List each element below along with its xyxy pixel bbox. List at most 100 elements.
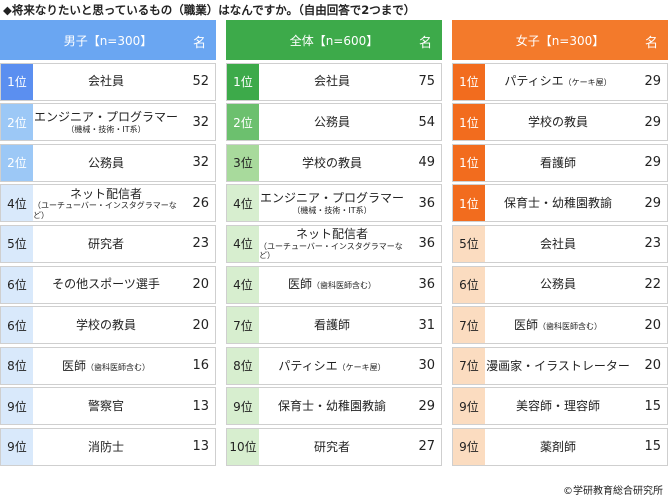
count: 49 <box>418 155 435 171</box>
name-cell: 公務員 <box>33 145 179 181</box>
occupation-note: （機械・技術・IT系） <box>292 205 372 215</box>
rank-cell: 8位 <box>227 347 259 384</box>
name-cell: 研究者 <box>259 429 405 465</box>
ranking-row: 10位 研究者 27 <box>226 427 442 466</box>
name-cell: 研究者 <box>33 226 179 262</box>
ranking-column: 全体【n=600】 名 1位 会社員 75 2位 公務員 54 3位 学校の教員 49 4位 エンジニア… <box>226 20 442 466</box>
occupation: 会社員 <box>313 74 350 89</box>
occupation: 消防士 <box>87 439 124 454</box>
count: 23 <box>192 236 209 252</box>
count: 36 <box>418 277 435 293</box>
ranking-row: 4位 エンジニア・プログラマー （機械・技術・IT系） 36 <box>226 184 442 223</box>
ranking-row: 7位 漫画家・イラストレーター 20 <box>452 346 668 385</box>
name-cell: 消防士 <box>33 429 179 465</box>
ranking-column: 女子【n=300】名 1位 パティシエ（ケーキ屋） 29 1位 学校の教員 29 1位 看護師 2… <box>452 20 668 466</box>
rank-cell: 2位 <box>1 104 33 141</box>
occupation: 看護師 <box>313 317 350 332</box>
header-label: 全体【n=600】 <box>289 33 379 48</box>
unit-label: 名 <box>644 36 658 51</box>
occupation: その他スポーツ選手 <box>52 277 160 292</box>
name-cell: パティシエ（ケーキ屋） <box>259 348 405 384</box>
count: 13 <box>192 439 209 455</box>
rank-cell: 1位 <box>453 63 485 100</box>
count: 20 <box>644 317 661 333</box>
count: 30 <box>418 358 435 374</box>
occupation-note: （ユーチューバー・インスタグラマーなど） <box>259 241 403 261</box>
ranking-row: 9位 美容師・理容師 15 <box>452 387 668 426</box>
count: 27 <box>418 439 435 455</box>
occupation: 保育士・幼稚園教諭 <box>277 399 386 414</box>
count: 15 <box>644 398 661 414</box>
rank-cell: 3位 <box>227 144 259 181</box>
ranking-row: 9位 消防士 13 <box>0 427 216 466</box>
name-cell: 薬剤師 <box>485 429 631 465</box>
ranking-row: 6位 公務員 22 <box>452 265 668 304</box>
rank-cell: 9位 <box>453 428 485 465</box>
rank-cell: 8位 <box>1 347 33 384</box>
name-cell: 漫画家・イラストレーター <box>485 348 631 384</box>
occupation: ネット配信者 <box>295 227 368 242</box>
rank-cell: 4位 <box>227 185 259 222</box>
ranking-row: 2位 エンジニア・プログラマー （機械・技術・IT系） 32 <box>0 103 216 142</box>
name-cell: 保育士・幼稚園教諭 <box>485 185 631 221</box>
name-cell: ネット配信者 （ユーチューバー・インスタグラマーなど） <box>33 185 179 221</box>
ranking-row: 9位 警察官 13 <box>0 387 216 426</box>
column-header: 女子【n=300】 名 <box>452 20 668 60</box>
rank-cell: 2位 <box>227 104 259 141</box>
count: 26 <box>192 195 209 211</box>
occupation: 美容師・理容師 <box>515 399 600 414</box>
ranking-row: 6位 学校の教員 20 <box>0 306 216 345</box>
ranking-row: 4位 医師（歯科医師含む） 36 <box>226 265 442 304</box>
name-line: 医師（歯科医師含む） <box>288 277 376 291</box>
rank-cell: 6位 <box>1 307 33 344</box>
occupation: 学校の教員 <box>301 155 362 170</box>
ranking-row: 5位 研究者 23 <box>0 224 216 263</box>
rank-cell: 9位 <box>453 388 485 425</box>
ranking-row: 1位 会社員 52 <box>0 62 216 101</box>
count: 22 <box>644 277 661 293</box>
occupation: 漫画家・イラストレーター <box>486 358 630 373</box>
ranking-column: 男子【n=300】名 1位 会社員 52 2位 エンジニア・プログラマー （機械・技術・IT… <box>0 20 216 466</box>
unit-label: 名 <box>418 36 432 51</box>
occupation: 会社員 <box>87 74 124 89</box>
name-cell: エンジニア・プログラマー （機械・技術・IT系） <box>33 104 179 140</box>
name-cell: 美容師・理容師 <box>485 388 631 424</box>
occupation: エンジニア・プログラマー <box>33 110 178 125</box>
name-cell: その他スポーツ選手 <box>33 267 179 303</box>
name-cell: 医師（歯科医師含む） <box>485 307 631 343</box>
occupation: 医師 <box>513 317 538 332</box>
name-cell: 公務員 <box>485 267 631 303</box>
occupation: 公務員 <box>313 114 350 129</box>
count: 29 <box>644 155 661 171</box>
ranking-row: 8位 医師（歯科医師含む） 16 <box>0 346 216 385</box>
count: 52 <box>192 74 209 90</box>
ranking-row: 1位 学校の教員 29 <box>452 103 668 142</box>
ranking-row: 4位 ネット配信者 （ユーチューバー・インスタグラマーなど） 36 <box>226 224 442 263</box>
count: 13 <box>192 398 209 414</box>
count: 36 <box>418 195 435 211</box>
name-cell: 警察官 <box>33 388 179 424</box>
name-cell: エンジニア・プログラマー （機械・技術・IT系） <box>259 185 405 221</box>
name-cell: ネット配信者 （ユーチューバー・インスタグラマーなど） <box>259 226 405 262</box>
rank-cell: 1位 <box>1 63 33 100</box>
count: 23 <box>644 236 661 252</box>
name-cell: 看護師 <box>485 145 631 181</box>
occupation: 会社員 <box>539 236 576 251</box>
ranking-row: 1位 看護師 29 <box>452 143 668 182</box>
rank-cell: 9位 <box>1 428 33 465</box>
name-cell: 学校の教員 <box>485 104 631 140</box>
unit-label: 名 <box>192 36 206 51</box>
name-line: パティシエ（ケーキ屋） <box>278 359 385 373</box>
rank-cell: 2位 <box>1 144 33 181</box>
name-cell: 会社員 <box>485 226 631 262</box>
ranking-row: 1位 保育士・幼稚園教諭 29 <box>452 184 668 223</box>
rank-cell: 4位 <box>1 185 33 222</box>
ranking-row: 1位 会社員 75 <box>226 62 442 101</box>
occupation: 学校の教員 <box>527 114 588 129</box>
rank-cell: 1位 <box>453 144 485 181</box>
count: 29 <box>644 195 661 211</box>
occupation: ネット配信者 <box>69 186 142 201</box>
occupation-note: （歯科医師含む） <box>86 362 150 372</box>
count: 54 <box>418 114 435 130</box>
